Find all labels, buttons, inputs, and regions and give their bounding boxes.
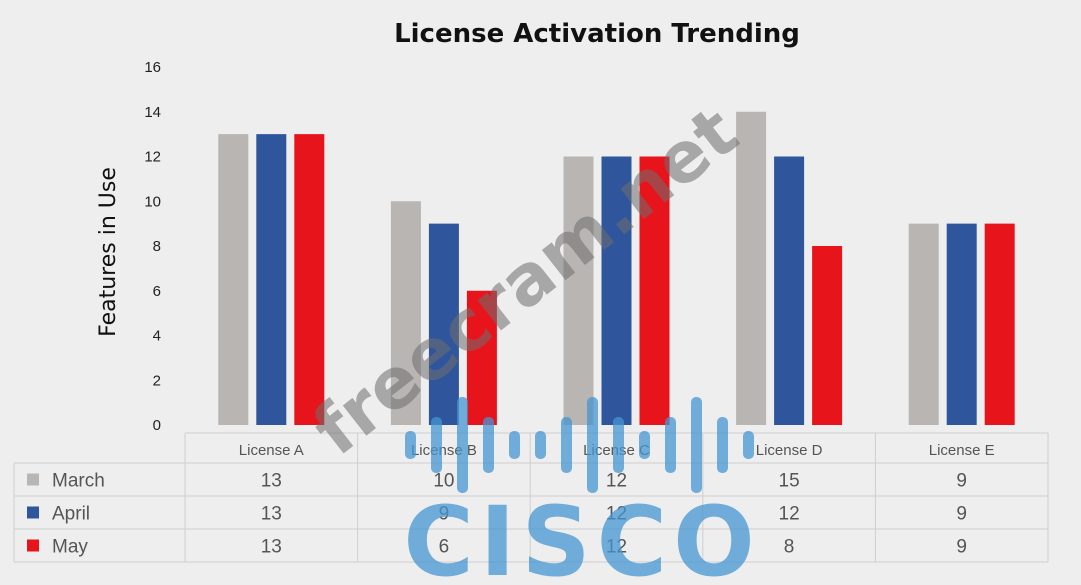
- table-cell: 12: [606, 471, 627, 492]
- cisco-logo-bar: [509, 431, 520, 459]
- bar-april-1: [256, 134, 287, 425]
- watermark-logo-text: CISCO: [403, 486, 760, 585]
- y-tick-label: 6: [153, 283, 161, 300]
- bar-may-4: [812, 246, 843, 425]
- cisco-logo-bar: [717, 417, 728, 473]
- table-cell: 9: [956, 537, 967, 558]
- y-tick-label: 8: [153, 238, 161, 255]
- cisco-logo-bar: [639, 431, 650, 459]
- cisco-logo-bar: [743, 431, 754, 459]
- legend-swatch-may: [27, 539, 39, 552]
- table-cell: 9: [956, 471, 967, 492]
- watermark-text: freecram.net: [298, 91, 753, 472]
- bar-april-3: [601, 156, 632, 425]
- table-cell: 13: [261, 504, 282, 525]
- bar-march-4: [736, 111, 767, 425]
- cisco-logo-icon: [405, 397, 754, 493]
- y-tick-label: 14: [144, 104, 161, 121]
- cisco-logo-bar: [483, 417, 494, 473]
- legend-label: April: [52, 504, 90, 525]
- table-cell: 12: [606, 504, 627, 525]
- table-cell: 12: [779, 504, 800, 525]
- cisco-logo-bar: [691, 397, 702, 493]
- cisco-logo-bar: [405, 431, 416, 459]
- bars: [218, 111, 1015, 425]
- table-cell: 9: [956, 504, 967, 525]
- cisco-logo-bar: [431, 417, 442, 473]
- bar-march-2: [390, 201, 421, 425]
- table-cell: 8: [784, 537, 795, 558]
- cisco-logo-bar: [561, 417, 572, 473]
- cisco-logo-bar: [535, 431, 546, 459]
- legend-swatch-march: [27, 473, 39, 486]
- y-axis-label: Features in Use: [96, 167, 121, 337]
- bar-april-2: [428, 223, 459, 425]
- x-tick-label: License E: [929, 442, 995, 459]
- watermarks: freecram.net CISCO: [298, 91, 760, 585]
- cisco-logo-bar: [665, 417, 676, 473]
- y-axis-ticks: 0 2 4 6 8 10 12 14 16: [144, 59, 161, 434]
- bar-march-5: [908, 223, 939, 425]
- y-tick-label: 16: [144, 59, 161, 76]
- y-tick-label: 10: [144, 193, 161, 210]
- legend-swatch-april: [27, 506, 39, 519]
- legend-label: March: [52, 471, 105, 492]
- y-tick-label: 12: [144, 149, 161, 166]
- x-tick-label: License D: [756, 442, 823, 459]
- table-cell: 10: [433, 471, 454, 492]
- chart-title: License Activation Trending: [394, 19, 800, 49]
- table-cell: 6: [439, 537, 450, 558]
- cisco-logo-bar: [457, 397, 468, 493]
- bar-march-1: [218, 134, 249, 425]
- bar-april-5: [946, 223, 977, 425]
- y-tick-label: 4: [153, 328, 161, 345]
- x-tick-label: License A: [239, 442, 304, 459]
- table-cell: 15: [779, 471, 800, 492]
- bar-may-2: [466, 290, 497, 425]
- table-cell: 13: [261, 471, 282, 492]
- y-tick-label: 0: [153, 417, 161, 434]
- bar-may-1: [294, 134, 325, 425]
- cisco-logo-bar: [613, 417, 624, 473]
- bar-may-3: [639, 156, 670, 425]
- y-tick-label: 2: [153, 372, 161, 389]
- table-cell: 13: [261, 537, 282, 558]
- legend-label: May: [52, 537, 88, 558]
- table-cell: 12: [606, 537, 627, 558]
- bar-may-5: [984, 223, 1015, 425]
- table-cell: 9: [439, 504, 450, 525]
- bar-march-3: [563, 156, 594, 425]
- bar-april-4: [774, 156, 805, 425]
- cisco-logo-bar: [587, 397, 598, 493]
